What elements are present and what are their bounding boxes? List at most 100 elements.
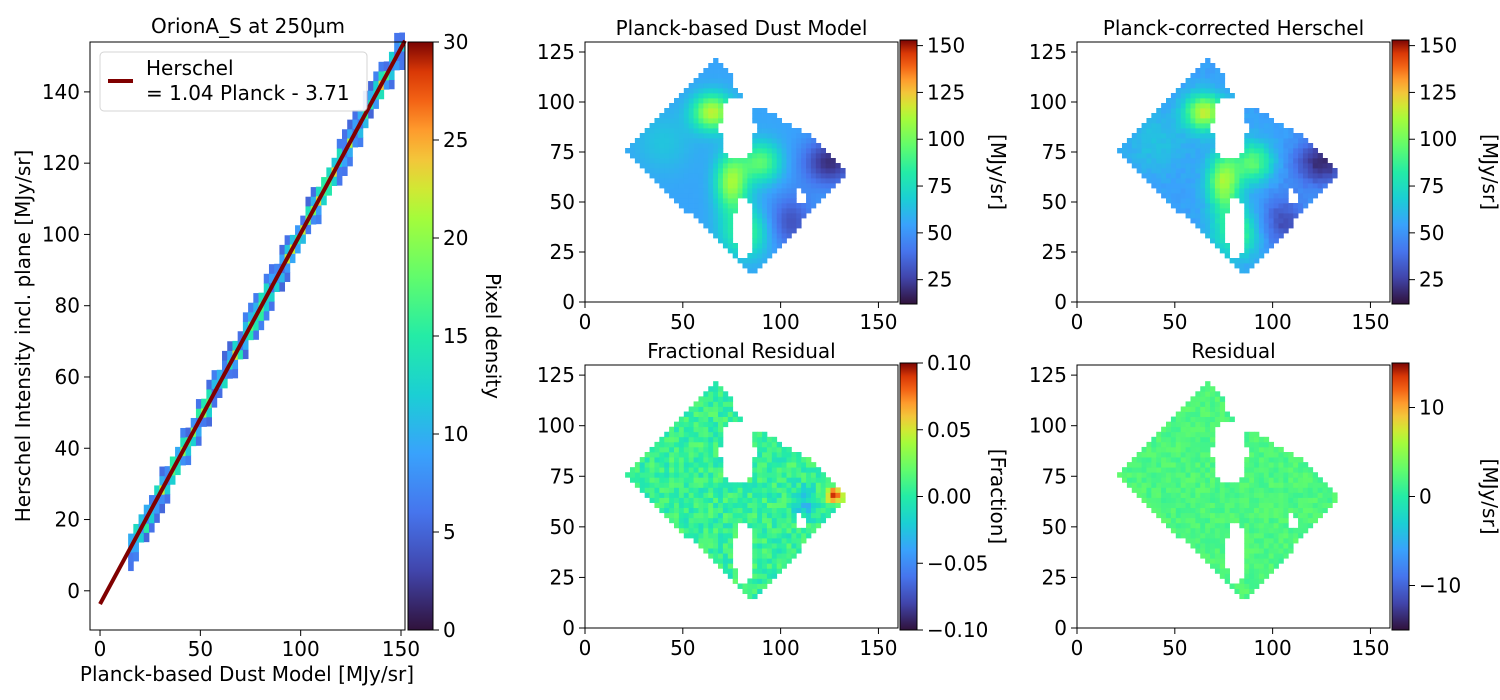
map-pixel bbox=[688, 183, 694, 189]
map-pixel bbox=[1258, 492, 1265, 498]
map-pixel bbox=[718, 83, 724, 89]
map-pixel bbox=[1268, 462, 1275, 468]
map-pixel bbox=[1307, 148, 1314, 154]
map-pixel bbox=[1205, 391, 1211, 397]
map-pixel bbox=[752, 143, 758, 149]
map-pixel bbox=[1214, 98, 1221, 104]
map-pixel bbox=[1210, 188, 1216, 194]
map-pixel bbox=[708, 68, 714, 74]
map-pixel bbox=[1278, 467, 1284, 473]
map-pixel bbox=[806, 208, 812, 214]
map-pixel bbox=[1288, 532, 1294, 539]
map-ytick-label: 100 bbox=[537, 90, 575, 114]
map-pixel bbox=[781, 477, 787, 483]
map-pixel bbox=[718, 98, 724, 104]
map-pixel bbox=[806, 467, 812, 473]
map-pixel bbox=[1254, 462, 1260, 468]
density-bin bbox=[373, 99, 379, 109]
map-pixel bbox=[1268, 457, 1275, 463]
map-pixel bbox=[1293, 502, 1299, 509]
map-pixel bbox=[815, 482, 822, 488]
map-pixel bbox=[1273, 457, 1279, 463]
map-pixel bbox=[708, 128, 714, 134]
map-pixel bbox=[1302, 527, 1309, 534]
map-pixel bbox=[698, 218, 704, 224]
map-pixel bbox=[1214, 153, 1221, 159]
map-pixel bbox=[1180, 517, 1186, 524]
map-pixel bbox=[766, 113, 773, 119]
map-pixel bbox=[1205, 148, 1211, 154]
map-pixel bbox=[664, 168, 670, 174]
map-pixel bbox=[766, 153, 773, 159]
map-pixel bbox=[1268, 441, 1275, 448]
map-pixel bbox=[752, 238, 758, 244]
map-colorbar bbox=[1391, 39, 1410, 305]
map-pixel bbox=[815, 153, 822, 159]
map-pixel bbox=[639, 457, 646, 463]
map-pixel bbox=[757, 462, 763, 468]
map-frame bbox=[584, 41, 899, 303]
map-pixel bbox=[1312, 148, 1319, 154]
map-pixel bbox=[1205, 416, 1211, 423]
map-pixel bbox=[708, 436, 714, 443]
map-pixel bbox=[815, 522, 822, 529]
map-pixel bbox=[1258, 446, 1265, 453]
map-pixel bbox=[806, 158, 812, 164]
map-pixel bbox=[820, 517, 827, 524]
map-pixel bbox=[1249, 467, 1255, 473]
map-pixel bbox=[1268, 203, 1275, 209]
map-pixel bbox=[1190, 188, 1196, 194]
map-pixel bbox=[1234, 173, 1240, 179]
map-pixel bbox=[1288, 223, 1294, 229]
map-pixel bbox=[1136, 477, 1142, 483]
map-pixel bbox=[825, 163, 831, 169]
map-pixel bbox=[713, 78, 719, 84]
map-pixel bbox=[1214, 193, 1221, 199]
map-pixel bbox=[766, 563, 773, 569]
map-pixel bbox=[791, 183, 797, 189]
map-pixel bbox=[1180, 507, 1186, 514]
map-pixel bbox=[757, 208, 763, 214]
map-pixel bbox=[1156, 487, 1162, 493]
map-pixel bbox=[1312, 183, 1319, 189]
map-pixel bbox=[1200, 158, 1206, 164]
map-pixel bbox=[791, 507, 797, 514]
map-pixel bbox=[1185, 188, 1191, 194]
map-pixel bbox=[771, 113, 778, 119]
map-pixel bbox=[1298, 168, 1304, 174]
map-pixel bbox=[1210, 482, 1216, 488]
map-pixel bbox=[1195, 153, 1201, 159]
map-pixel bbox=[718, 548, 724, 554]
map-pixel bbox=[698, 457, 704, 463]
map-pixel bbox=[1302, 522, 1309, 529]
map-pixel bbox=[1131, 457, 1138, 463]
map-pixel bbox=[1175, 133, 1182, 139]
map-pixel bbox=[678, 522, 685, 529]
map-pixel bbox=[791, 128, 797, 134]
map-pixel bbox=[1214, 477, 1221, 483]
map-pixel bbox=[747, 188, 753, 194]
map-pixel bbox=[727, 173, 734, 179]
map-pixel bbox=[1224, 188, 1230, 194]
map-pixel bbox=[1283, 548, 1289, 554]
map-pixel bbox=[776, 553, 783, 559]
map-pixel bbox=[718, 436, 724, 443]
map-pixel bbox=[762, 203, 768, 209]
map-pixel bbox=[698, 492, 704, 498]
map-pixel bbox=[718, 68, 724, 74]
map-pixel bbox=[742, 183, 748, 189]
map-pixel bbox=[674, 436, 680, 443]
map-pixel bbox=[796, 128, 802, 134]
map-pixel bbox=[683, 522, 690, 529]
map-pixel bbox=[1200, 98, 1206, 104]
map-pixel bbox=[1170, 446, 1177, 453]
map-pixel bbox=[674, 158, 680, 164]
map-pixel bbox=[1278, 532, 1284, 539]
map-pixel bbox=[732, 173, 738, 179]
map-pixel bbox=[820, 512, 827, 519]
map-pixel bbox=[718, 118, 724, 124]
map-pixel bbox=[698, 183, 704, 189]
density-bin bbox=[175, 465, 181, 476]
map-pixel bbox=[1258, 472, 1265, 478]
map-pixel bbox=[1195, 502, 1201, 509]
